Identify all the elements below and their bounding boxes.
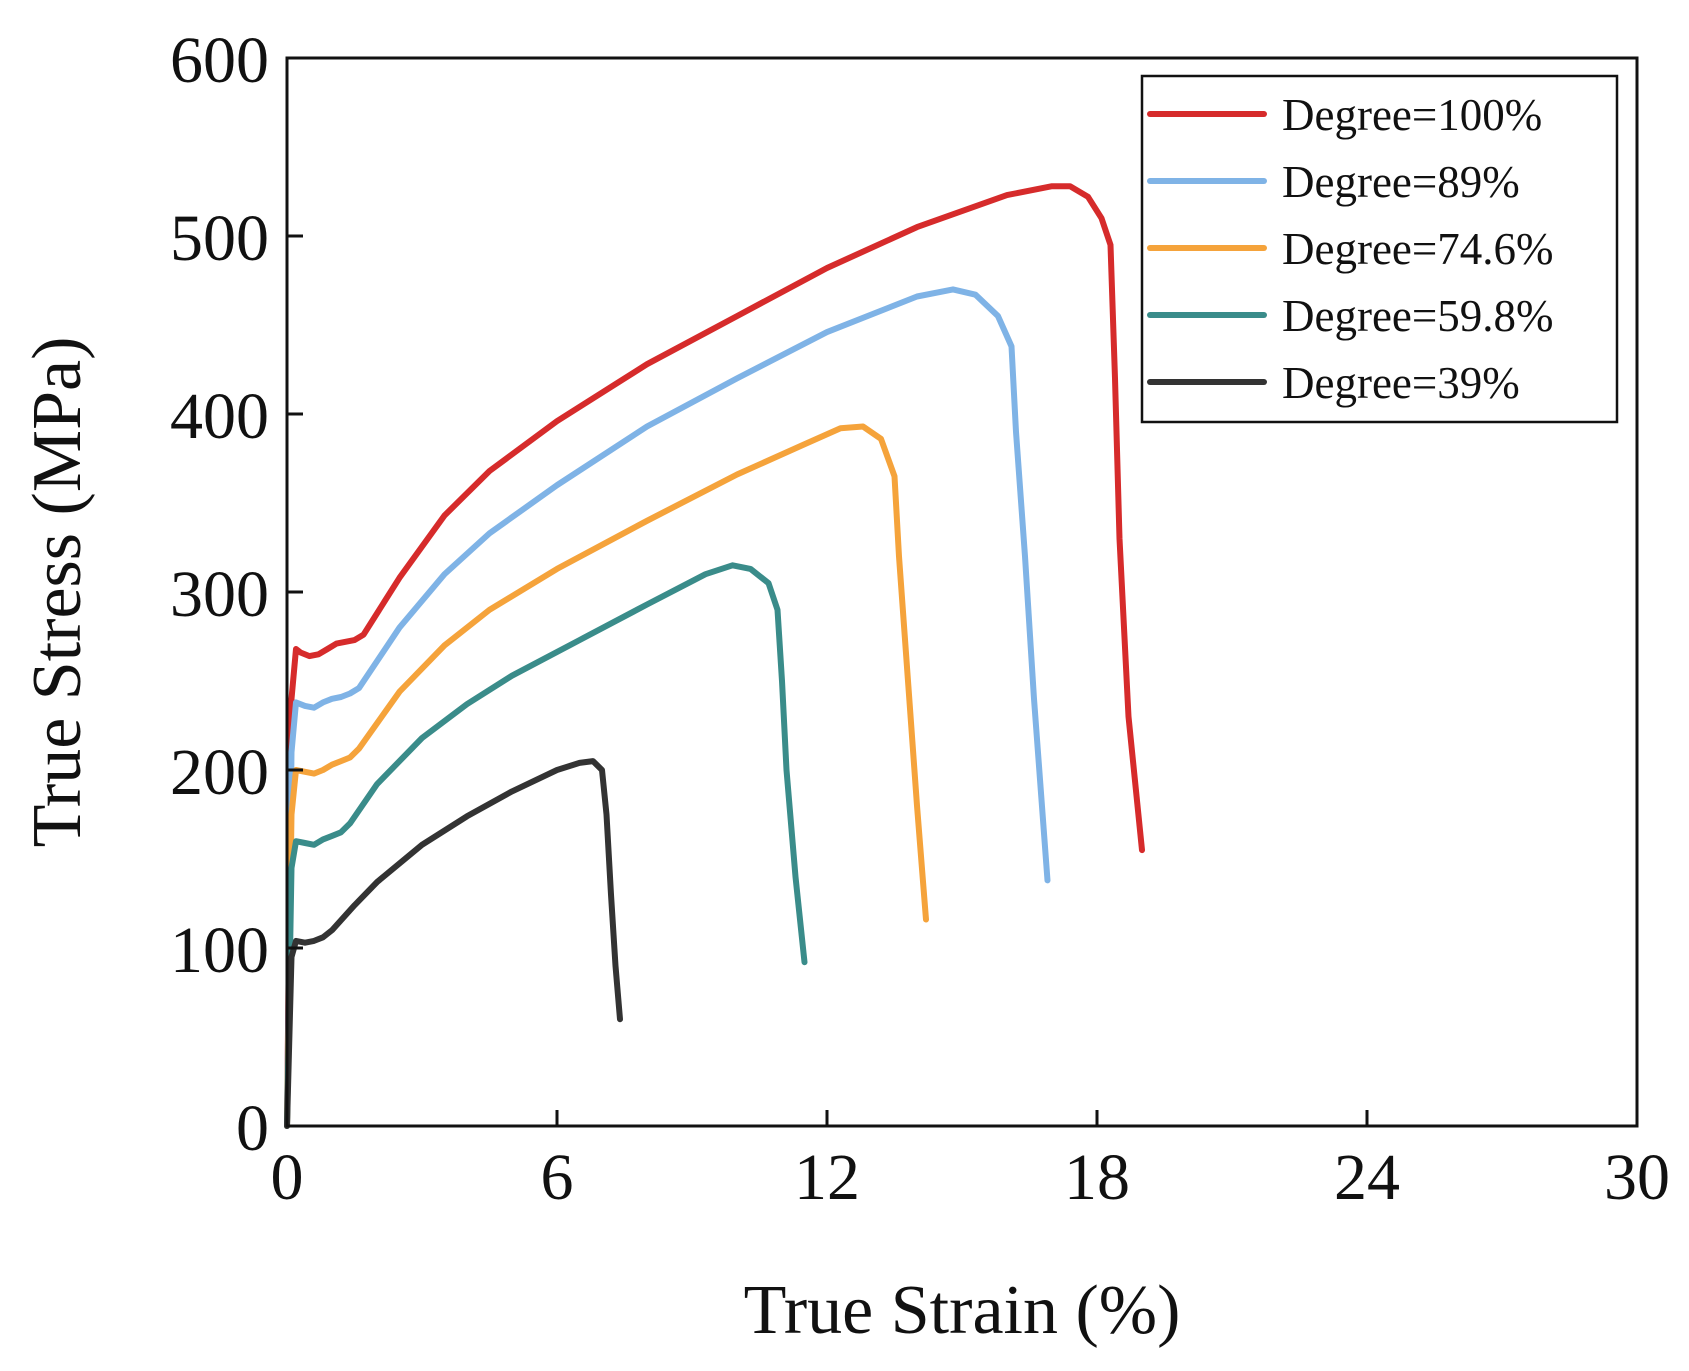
x-tick-label: 18 [1064,1141,1130,1214]
legend-label-2: Degree=74.6% [1282,224,1554,274]
y-tick-label: 500 [170,202,269,275]
x-tick-label: 12 [794,1141,860,1214]
legend: Degree=100% Degree=89% Degree=74.6% Degree=… [1140,74,1619,424]
series-line-3 [284,562,808,1129]
y-tick-label: 600 [170,24,269,97]
series-line-1 [284,286,1051,1129]
x-tick-label: 6 [541,1141,574,1214]
y-tick-label: 100 [170,914,269,987]
y-axis-title: True Stress (MPa) [19,337,96,848]
x-axis-title: True Strain (%) [744,1272,1181,1349]
legend-label-3: Degree=59.8% [1282,291,1554,341]
y-tick-label: 300 [170,558,269,631]
legend-label-4: Degree=39% [1282,358,1520,408]
y-tick-label: 0 [236,1092,269,1165]
y-tick-label: 400 [170,380,269,453]
series-line-2 [284,423,929,1129]
x-tick-label: 0 [271,1141,304,1214]
legend-label-0: Degree=100% [1282,90,1542,140]
x-tick-label: 24 [1334,1141,1400,1214]
y-tick-label: 200 [170,736,269,809]
series-layer [284,183,1145,1129]
series-line-4 [284,758,623,1129]
x-tick-label: 30 [1604,1141,1670,1214]
legend-label-1: Degree=89% [1282,157,1520,207]
series-line-0 [284,183,1145,1129]
